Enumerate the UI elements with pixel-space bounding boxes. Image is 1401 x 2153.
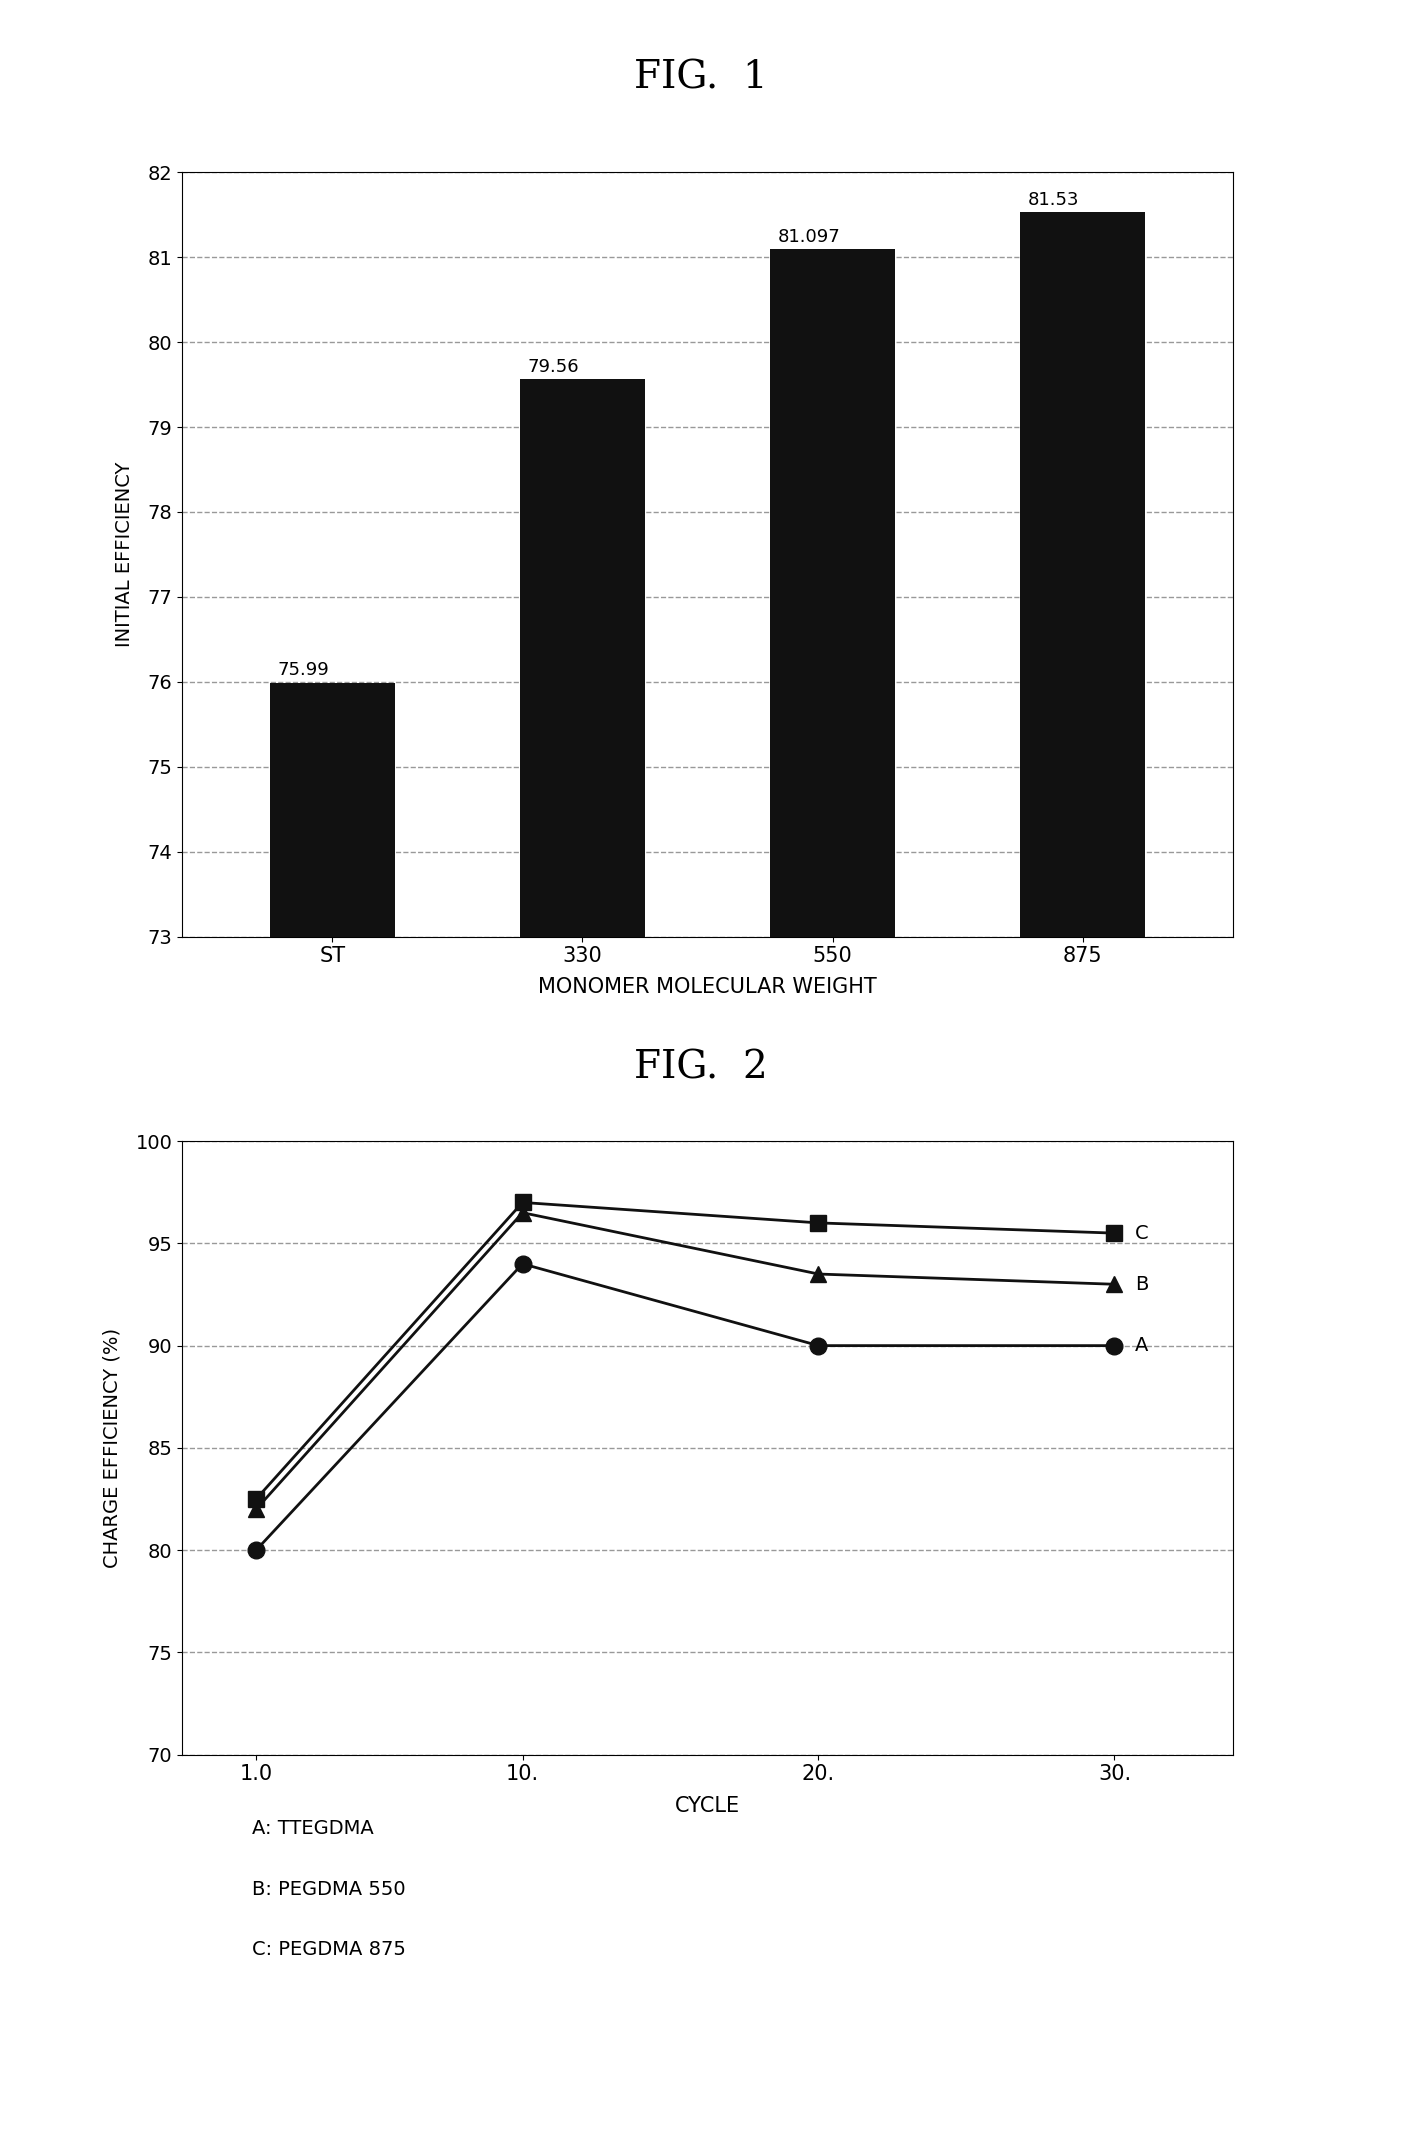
Text: 81.097: 81.097 — [778, 228, 841, 245]
Bar — [1020, 213, 1146, 937]
Text: B: B — [1135, 1275, 1149, 1294]
Text: 79.56: 79.56 — [527, 357, 579, 377]
Text: FIG.  1: FIG. 1 — [633, 58, 768, 97]
Text: FIG.  2: FIG. 2 — [633, 1049, 768, 1087]
X-axis label: CYCLE: CYCLE — [675, 1796, 740, 1815]
Y-axis label: INITIAL EFFICIENCY: INITIAL EFFICIENCY — [115, 461, 133, 648]
Bar — [771, 250, 895, 937]
X-axis label: MONOMER MOLECULAR WEIGHT: MONOMER MOLECULAR WEIGHT — [538, 977, 877, 997]
Text: 81.53: 81.53 — [1028, 192, 1079, 209]
Text: C: C — [1135, 1223, 1149, 1242]
Text: A: TTEGDMA: A: TTEGDMA — [252, 1819, 374, 1839]
Text: C: PEGDMA 875: C: PEGDMA 875 — [252, 1940, 406, 1959]
Text: A: A — [1135, 1337, 1149, 1354]
Text: 75.99: 75.99 — [277, 661, 329, 678]
Y-axis label: CHARGE EFFICIENCY (%): CHARGE EFFICIENCY (%) — [102, 1328, 122, 1567]
Bar — [270, 683, 395, 937]
Text: B: PEGDMA 550: B: PEGDMA 550 — [252, 1880, 406, 1899]
Bar — [520, 379, 644, 937]
